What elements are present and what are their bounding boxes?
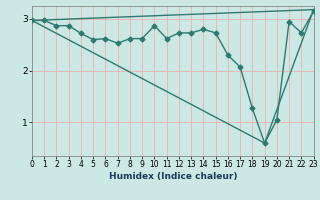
X-axis label: Humidex (Indice chaleur): Humidex (Indice chaleur) (108, 172, 237, 181)
